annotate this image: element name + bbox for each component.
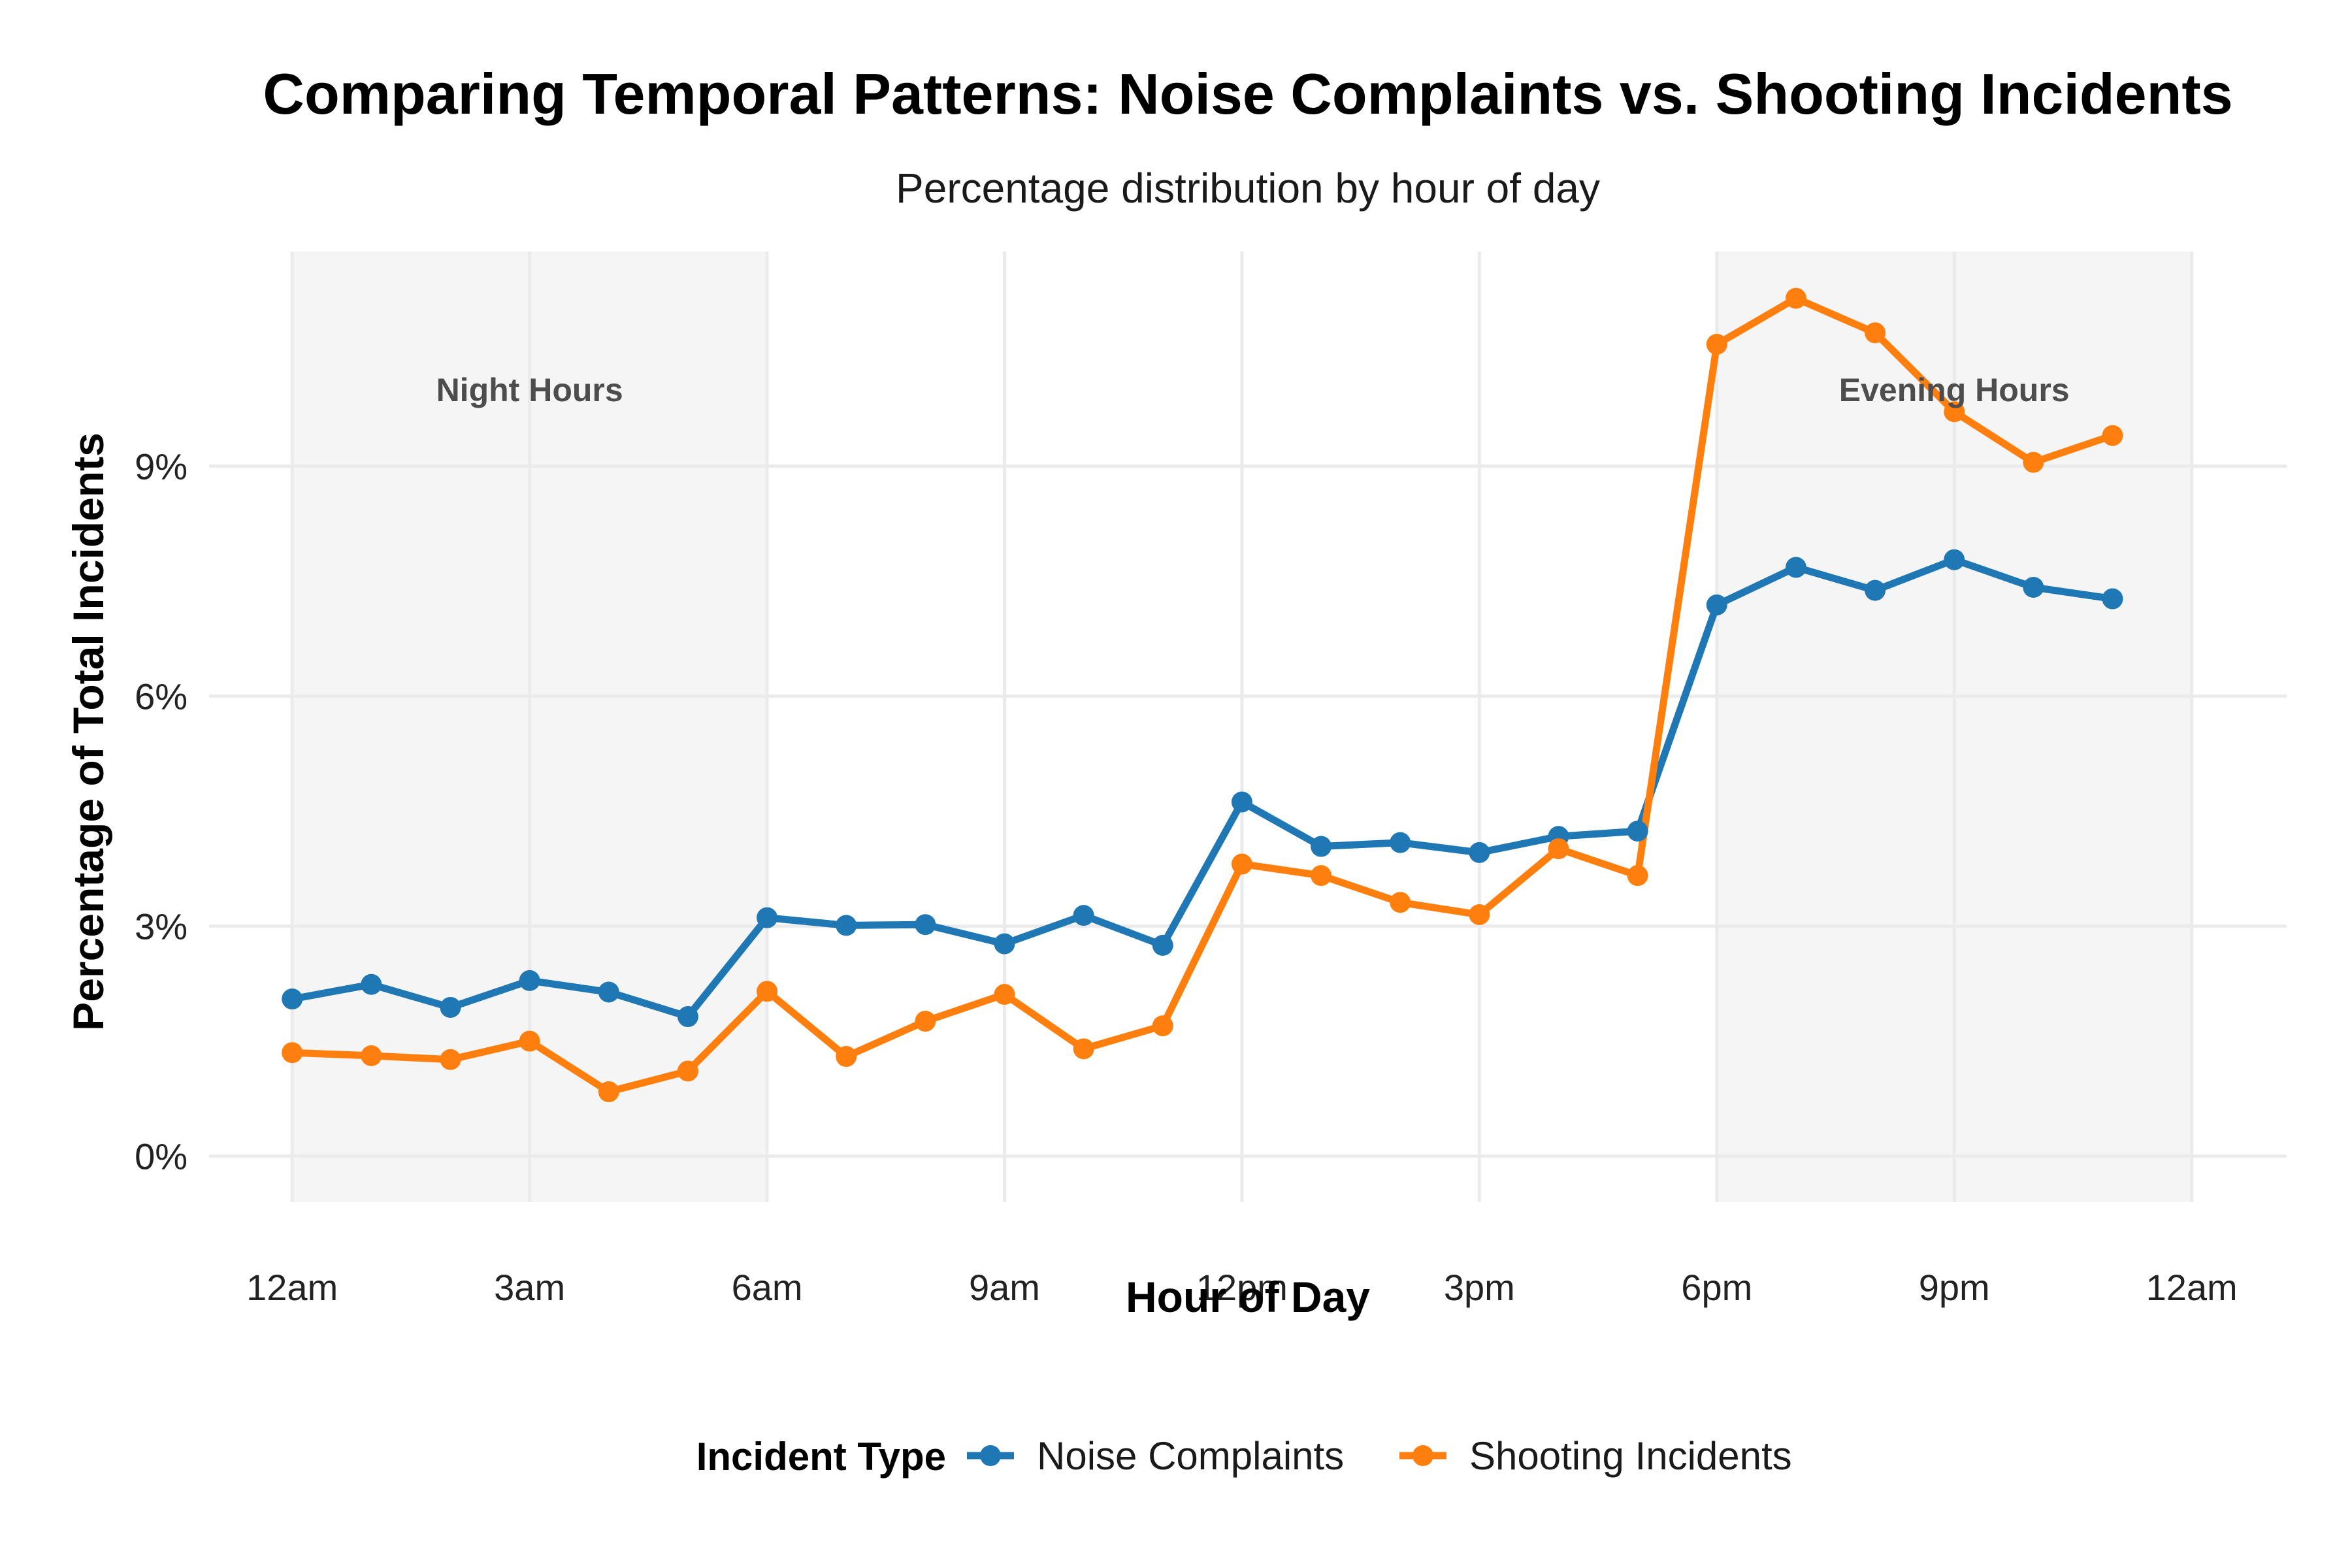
point-noise-complaints-17 xyxy=(1627,821,1648,842)
point-shooting-incidents-20 xyxy=(1865,322,1886,344)
legend-key-marker-shooting-incidents xyxy=(1413,1445,1433,1466)
point-noise-complaints-5 xyxy=(677,1006,698,1028)
point-shooting-incidents-6 xyxy=(757,981,778,1002)
point-noise-complaints-1 xyxy=(361,973,382,995)
region-label-2: Evening Hours xyxy=(1839,372,2070,408)
point-shooting-incidents-2 xyxy=(440,1049,461,1070)
plot-area: Night Hours Evening Hours 12am 3am 6am 9am 12… xyxy=(135,252,2287,1308)
legend-key-marker-noise-complaints xyxy=(980,1445,1001,1466)
y-tick-label-4: 9% xyxy=(135,446,188,487)
series-line-noise-complaints xyxy=(288,556,2116,1021)
point-noise-complaints-10 xyxy=(1073,905,1094,926)
point-noise-complaints-18 xyxy=(1706,594,1727,615)
point-noise-complaints-8 xyxy=(915,914,936,936)
chart-title: Comparing Temporal Patterns: Noise Compl… xyxy=(263,61,2232,126)
legend-label-shooting-incidents: Shooting Incidents xyxy=(1469,1434,1792,1478)
chart-subtitle: Percentage distribution by hour of day xyxy=(896,165,1600,212)
point-noise-complaints-13 xyxy=(1311,836,1332,857)
point-noise-complaints-23 xyxy=(2102,588,2123,610)
point-noise-complaints-22 xyxy=(2023,576,2044,598)
point-noise-complaints-12 xyxy=(1231,791,1252,813)
point-noise-complaints-20 xyxy=(1865,580,1886,601)
x-tick-label-3: 6am xyxy=(732,1267,803,1308)
x-tick-label-2: 3am xyxy=(494,1267,565,1308)
x-tick-label-7: 6pm xyxy=(1681,1267,1752,1308)
point-noise-complaints-14 xyxy=(1390,832,1411,853)
x-tick-label-9: 12am xyxy=(2146,1267,2238,1308)
point-shooting-incidents-23 xyxy=(2102,425,2123,446)
legend-label-noise-complaints: Noise Complaints xyxy=(1037,1434,1344,1478)
x-tick-label-4: 9am xyxy=(969,1267,1040,1308)
point-shooting-incidents-18 xyxy=(1706,333,1727,355)
point-noise-complaints-6 xyxy=(757,907,778,928)
legend-title: Incident Type xyxy=(696,1435,946,1478)
point-noise-complaints-15 xyxy=(1469,841,1490,863)
point-shooting-incidents-16 xyxy=(1548,838,1569,860)
point-shooting-incidents-9 xyxy=(994,984,1015,1005)
point-shooting-incidents-13 xyxy=(1311,865,1332,887)
point-noise-complaints-11 xyxy=(1152,934,1173,956)
y-axis-label: Percentage of Total Incidents xyxy=(64,433,112,1031)
y-tick-label-3: 6% xyxy=(135,676,188,717)
series-line-shooting-incidents xyxy=(288,295,2116,1096)
legend: Incident Type Noise Complaints Shooting I… xyxy=(696,1434,1792,1478)
y-tick-label-2: 3% xyxy=(135,906,188,947)
point-shooting-incidents-7 xyxy=(836,1046,857,1068)
x-tick-label-8: 9pm xyxy=(1919,1267,1990,1308)
point-shooting-incidents-22 xyxy=(2023,451,2044,473)
point-shooting-incidents-8 xyxy=(915,1011,936,1032)
point-shooting-incidents-3 xyxy=(519,1030,540,1052)
point-noise-complaints-4 xyxy=(598,981,619,1003)
point-shooting-incidents-4 xyxy=(598,1081,619,1103)
point-shooting-incidents-1 xyxy=(361,1045,382,1066)
point-noise-complaints-7 xyxy=(836,915,857,936)
point-shooting-incidents-11 xyxy=(1152,1015,1173,1037)
point-noise-complaints-3 xyxy=(519,970,540,991)
point-noise-complaints-0 xyxy=(282,988,303,1010)
point-shooting-incidents-5 xyxy=(677,1060,698,1082)
point-shooting-incidents-17 xyxy=(1627,865,1648,887)
point-noise-complaints-21 xyxy=(1944,549,1965,570)
y-tick-label-1: 0% xyxy=(135,1136,188,1177)
point-shooting-incidents-14 xyxy=(1390,892,1411,913)
point-shooting-incidents-15 xyxy=(1469,904,1490,925)
point-shooting-incidents-21 xyxy=(1944,401,1965,423)
region-label-1: Night Hours xyxy=(436,372,623,408)
point-shooting-incidents-10 xyxy=(1073,1038,1094,1060)
point-noise-complaints-9 xyxy=(994,933,1015,955)
x-tick-label-5: 12pm xyxy=(1196,1267,1288,1308)
point-noise-complaints-19 xyxy=(1785,557,1806,578)
x-tick-label-6: 3pm xyxy=(1444,1267,1515,1308)
point-shooting-incidents-19 xyxy=(1785,287,1806,309)
point-noise-complaints-2 xyxy=(440,996,461,1018)
point-shooting-incidents-0 xyxy=(282,1042,303,1064)
x-tick-label-1: 12am xyxy=(246,1267,338,1308)
point-shooting-incidents-12 xyxy=(1231,853,1252,875)
x-axis-label: Hour of Day xyxy=(1126,1273,1370,1321)
